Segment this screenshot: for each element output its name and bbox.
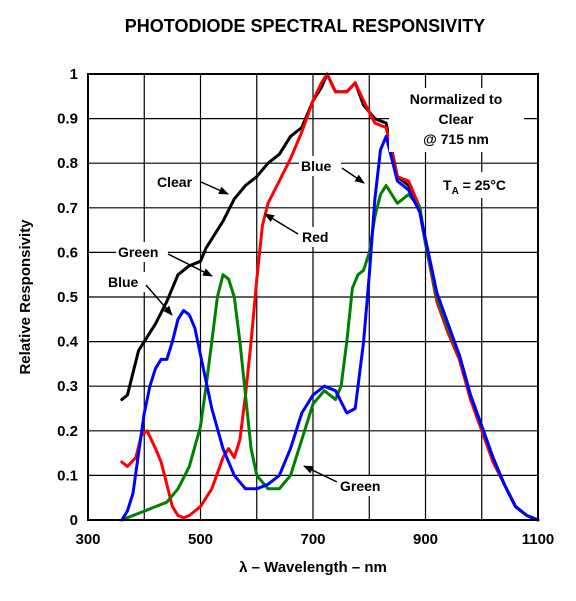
normalized-note-line2: Clear <box>438 111 474 127</box>
y-tick-label: 0.3 <box>57 378 78 395</box>
y-tick-label: 0.8 <box>57 155 78 172</box>
label-blue-left: Blue <box>108 274 139 290</box>
y-axis-ticks: 0 0.1 0.2 0.3 0.4 0.5 0.6 0.7 0.8 0.9 1 <box>57 66 79 529</box>
y-tick-label: 0.6 <box>57 244 78 261</box>
y-tick-label: 0.1 <box>57 467 78 484</box>
y-tick-label: 0.9 <box>57 111 78 128</box>
y-tick-label: 0.5 <box>57 289 78 306</box>
normalized-note-line3: @ 715 nm <box>423 131 489 147</box>
arrow-green-bottom <box>303 465 338 483</box>
arrow-clear <box>200 181 229 195</box>
normalized-note-line1: Normalized to <box>410 91 503 107</box>
temperature-note-background <box>436 172 528 198</box>
x-axis-title: λ – Wavelength – nm <box>239 559 387 576</box>
y-tick-label: 0 <box>70 512 78 529</box>
x-tick-label: 1100 <box>522 531 555 548</box>
x-axis-ticks: 300 500 700 900 1100 <box>75 531 554 548</box>
plot-frame <box>87 73 539 521</box>
label-blue-right-background <box>299 156 341 176</box>
x-tick-label: 300 <box>75 531 100 548</box>
series-line-red <box>120 72 540 522</box>
normalized-note-background <box>389 88 524 152</box>
series-line-blue <box>120 134 540 522</box>
label-blue-left-background <box>106 272 146 292</box>
arrow-red <box>264 213 299 235</box>
label-clear-background <box>155 172 199 192</box>
y-tick-label: 1 <box>70 66 78 83</box>
chart-title: PHOTODIODE SPECTRAL RESPONSIVITY <box>125 16 485 36</box>
y-tick-label: 0.7 <box>57 200 78 217</box>
arrow-blue-right <box>341 167 365 184</box>
y-tick-label: 0.4 <box>57 334 79 351</box>
temperature-symbol: T <box>443 177 452 193</box>
x-tick-label: 900 <box>413 531 438 548</box>
y-tick-label: 0.2 <box>57 423 78 440</box>
temperature-subscript: A <box>452 186 459 197</box>
label-green-bottom-background <box>338 476 392 496</box>
temperature-note: TA = 25°C <box>443 177 506 197</box>
data-series <box>120 72 540 522</box>
label-green-left-background <box>116 242 168 262</box>
label-green-bottom: Green <box>340 478 380 494</box>
label-red-background <box>300 227 334 247</box>
label-blue-right: Blue <box>301 158 332 174</box>
x-tick-label: 700 <box>300 531 325 548</box>
label-green-left: Green <box>118 244 158 260</box>
label-red: Red <box>302 229 328 245</box>
arrow-blue-left <box>145 284 173 316</box>
temperature-value: = 25°C <box>459 177 506 193</box>
arrow-green-left <box>167 253 213 277</box>
x-tick-label: 500 <box>188 531 213 548</box>
label-clear: Clear <box>157 174 193 190</box>
y-axis-title: Relative Responsivity <box>17 219 34 375</box>
